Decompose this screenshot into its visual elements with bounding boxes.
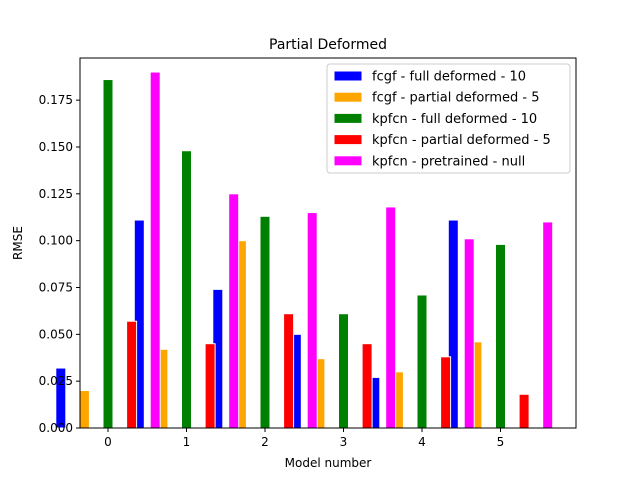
- legend-swatch: [333, 91, 363, 103]
- bar-series-5-model-1: [228, 193, 240, 429]
- legend-label: kpfcn - pretrained - null: [372, 154, 525, 169]
- legend-frame: [326, 63, 571, 174]
- bar-series-4-model-5: [518, 393, 530, 429]
- legend-label: fcgf - full deformed - 10: [372, 70, 526, 85]
- legend-swatch: [333, 134, 363, 146]
- bar-series-2-model-0: [78, 390, 90, 429]
- bar-series-1-model-0: [55, 367, 67, 429]
- plot-area-frame: [79, 57, 577, 429]
- bar-series-5-model-4: [463, 238, 475, 429]
- legend-label: kpfcn - full deformed - 10: [372, 112, 537, 127]
- bar-series-5-model-5: [542, 221, 554, 429]
- bar-series-5-model-0: [149, 71, 161, 429]
- y-tick-label: 0.000: [39, 421, 73, 435]
- y-axis-label: RMSE: [11, 226, 25, 260]
- bar-series-3-model-5: [495, 243, 506, 429]
- bar-series-3-model-1: [181, 150, 192, 429]
- x-tick-label: 2: [261, 435, 269, 449]
- legend-label: kpfcn - partial deformed - 5: [372, 133, 551, 148]
- x-tick-label: 0: [104, 435, 112, 449]
- bar-series-4-model-4: [440, 356, 452, 429]
- bar-series-3-model-2: [259, 215, 271, 429]
- x-axis: 0 1 2 3 4 5: [104, 428, 504, 449]
- x-tick-label: 3: [340, 435, 348, 449]
- bar-series-5-model-2: [306, 212, 318, 429]
- bar-series-3-model-3: [338, 313, 349, 429]
- y-tick-label: 0.100: [39, 234, 73, 248]
- y-tick-label: 0.075: [39, 280, 73, 294]
- bar-series-4-model-0: [126, 320, 138, 429]
- x-tick-label: 4: [418, 435, 426, 449]
- y-tick-label: 0.050: [39, 327, 73, 341]
- x-tick-label: 1: [183, 435, 191, 449]
- bar-series-3-model-4: [416, 294, 428, 429]
- chart-title: Partial Deformed: [269, 37, 387, 53]
- x-tick-label: 5: [497, 435, 505, 449]
- bars-layer: [55, 71, 554, 429]
- legend-swatch: [333, 155, 363, 167]
- legend: fcgf - full deformed - 10 fcgf - partial …: [326, 63, 571, 174]
- y-tick-label: 0.025: [39, 374, 73, 388]
- bar-series-3-model-0: [102, 79, 114, 429]
- legend-swatch: [333, 112, 363, 124]
- bar-series-5-model-3: [385, 206, 397, 429]
- y-tick-label: 0.125: [39, 187, 73, 201]
- y-tick-label: 0.175: [39, 93, 73, 107]
- x-axis-label: Model number: [285, 456, 372, 470]
- bar-series-4-model-3: [361, 343, 373, 429]
- bar-series-4-model-1: [204, 343, 216, 429]
- y-tick-label: 0.150: [39, 140, 73, 154]
- legend-label: fcgf - partial deformed - 5: [372, 91, 540, 106]
- legend-swatch: [333, 70, 363, 82]
- bar-series-4-model-2: [283, 313, 295, 429]
- y-axis: 0.000 0.025 0.050 0.075 0.100 0.125 0.150 0.175: [39, 93, 80, 435]
